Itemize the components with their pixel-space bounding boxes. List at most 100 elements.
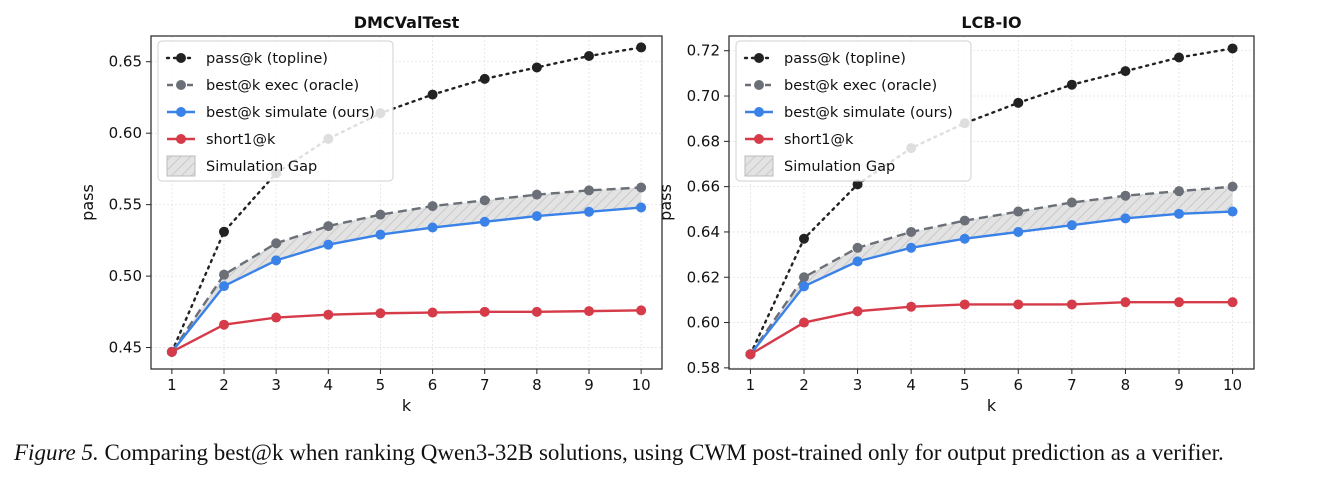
data-point [799, 317, 809, 328]
data-point [1066, 79, 1077, 90]
series-line [749, 300, 1233, 356]
data-point [959, 299, 970, 310]
x-tick-label: 1 [746, 376, 756, 394]
legend-swatch-marker [176, 80, 186, 90]
legend-label: best@k simulate (ours) [784, 105, 953, 121]
data-point [427, 201, 438, 212]
data-point [323, 309, 334, 320]
x-tick-label: 9 [1174, 376, 1184, 394]
y-axis-label: pass [78, 184, 97, 221]
x-tick-label: 5 [960, 376, 970, 394]
legend-swatch-marker [754, 80, 764, 90]
legend-box [157, 40, 394, 182]
series-best-k-exec-oracle- [745, 181, 1238, 360]
legend-label: short1@k [784, 132, 854, 148]
data-point [375, 229, 386, 240]
y-tick-label: 0.72 [687, 42, 720, 60]
data-point [799, 233, 809, 244]
data-point [584, 206, 594, 217]
data-point [479, 195, 490, 206]
data-point [852, 256, 863, 267]
data-point [636, 42, 647, 53]
simulation-gap-area [171, 187, 642, 352]
series-best-k-simulate-ours- [745, 206, 1238, 360]
data-point [1174, 186, 1184, 197]
legend: pass@k (topline) best@k exec (oracle) best… [157, 40, 394, 182]
y-axis-label: pass [656, 184, 675, 221]
y-tick-label: 0.68 [687, 132, 720, 150]
x-tick-label: 7 [480, 376, 490, 394]
x-tick-label: 8 [532, 376, 542, 394]
data-point [1120, 297, 1131, 308]
data-point [219, 226, 229, 237]
y-tick-label: 0.45 [109, 339, 142, 357]
chart-title: DMCValTest [354, 13, 460, 32]
data-point [531, 62, 542, 73]
data-point [1013, 97, 1024, 108]
data-point [427, 89, 438, 100]
x-tick-label: 6 [1014, 376, 1024, 394]
legend-label: Simulation Gap [784, 159, 895, 175]
legend-label: Simulation Gap [206, 159, 317, 175]
data-point [1066, 299, 1077, 310]
data-point [1174, 208, 1184, 219]
plot-frame [728, 35, 1255, 370]
y-tick-label: 0.66 [687, 178, 720, 196]
data-point [636, 202, 647, 213]
series-best-k-simulate-ours- [166, 202, 647, 357]
data-point [479, 306, 490, 317]
chart-panel-2: 1 2 3 4 5 6 7 8 9 10 0.58 0.60 0.62 0.64 0.66 0.68 0.70 0… [656, 13, 1255, 415]
data-point [1120, 66, 1131, 77]
data-point [271, 255, 282, 266]
data-point [1227, 206, 1238, 217]
series-line [749, 47, 1234, 356]
data-point [1120, 190, 1131, 201]
legend-label: best@k simulate (ours) [206, 105, 375, 121]
chart-title: LCB-IO [961, 13, 1021, 32]
legend-swatch-marker [754, 107, 764, 117]
data-point [852, 306, 863, 317]
y-tick-label: 0.60 [687, 314, 720, 332]
data-point [1174, 52, 1184, 63]
x-tick-label: 10 [632, 376, 651, 394]
series-line [171, 309, 642, 353]
data-point [1013, 299, 1024, 310]
legend-box [735, 40, 972, 182]
data-point [166, 346, 177, 357]
x-tick-label: 2 [799, 376, 809, 394]
data-point [1013, 206, 1024, 217]
data-point [1013, 226, 1024, 237]
data-point [1227, 181, 1238, 192]
legend-label: best@k exec (oracle) [206, 78, 359, 94]
legend-label: pass@k (topline) [784, 51, 906, 67]
data-point [1120, 213, 1131, 224]
x-axis-label: k [402, 396, 412, 415]
y-tick-label: 0.50 [109, 267, 142, 285]
y-tick-label: 0.70 [687, 87, 720, 105]
data-point [584, 306, 594, 317]
plot-frame [150, 35, 663, 370]
data-point [323, 239, 334, 250]
x-tick-label: 10 [1223, 376, 1242, 394]
data-point [1066, 220, 1077, 231]
data-point [323, 221, 334, 232]
series-short1-k [745, 297, 1238, 360]
x-tick-label: 9 [584, 376, 594, 394]
data-point [531, 189, 542, 200]
legend: pass@k (topline) best@k exec (oracle) best… [735, 40, 972, 182]
y-tick-label: 0.55 [109, 196, 142, 214]
series-line [749, 210, 1233, 356]
x-axis-label: k [987, 396, 997, 415]
data-point [636, 305, 647, 316]
data-point [852, 179, 863, 190]
x-tick-label: 7 [1067, 376, 1077, 394]
data-point [852, 242, 863, 253]
y-tick-label: 0.60 [109, 124, 142, 142]
caption-label: Figure 5. [14, 440, 99, 465]
legend-swatch-marker [176, 134, 186, 144]
series-line [170, 206, 642, 353]
y-tick-label: 0.58 [687, 359, 720, 377]
data-point [906, 242, 917, 253]
legend-label: best@k exec (oracle) [784, 78, 937, 94]
series-line [749, 185, 1233, 355]
